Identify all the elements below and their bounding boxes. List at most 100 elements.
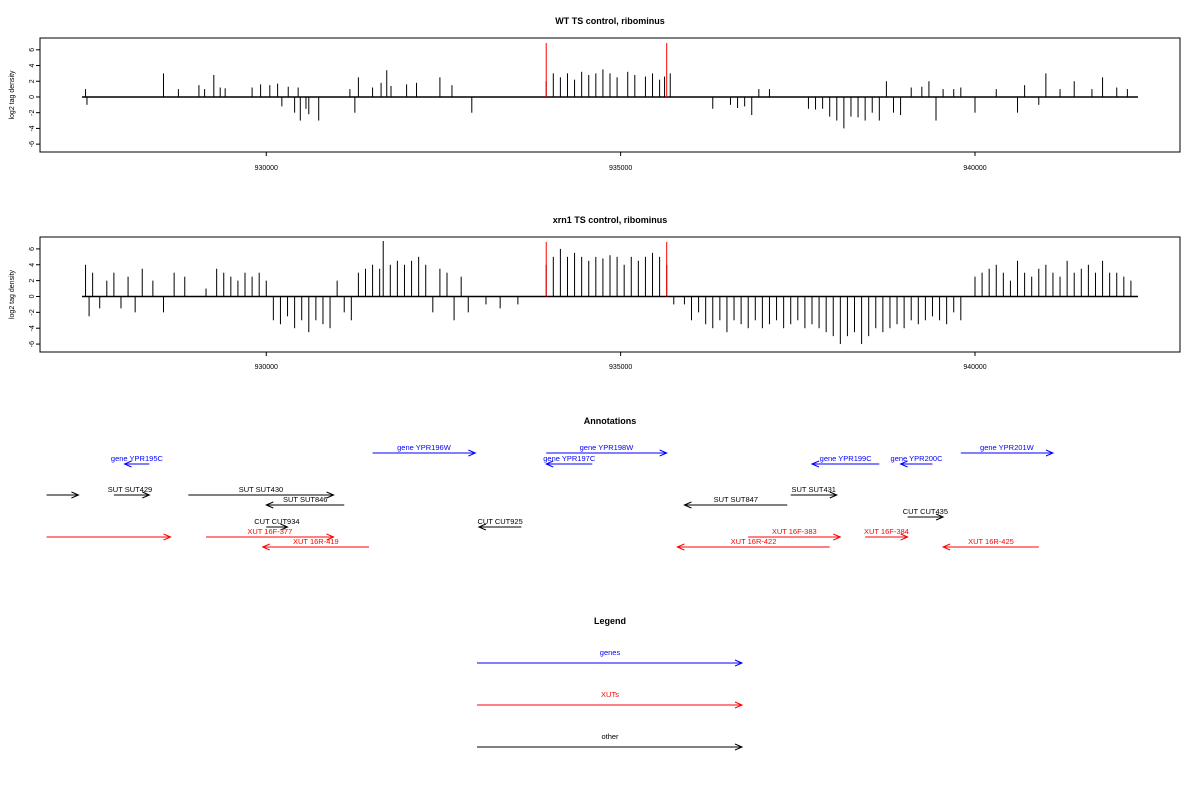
annotation-feature: XUT 16F-384 [864, 527, 909, 541]
y-tick-label: 0 [29, 294, 36, 298]
legend-label: genes [600, 648, 621, 657]
x-tick-label: 935000 [609, 364, 632, 371]
annotation-feature: XUT 16R-419 [261, 537, 370, 551]
annotation-label: gene YPR199C [820, 454, 873, 463]
y-axis-label: log2 tag density [9, 70, 16, 120]
annotation-feature: gene YPR199C [810, 454, 880, 468]
annotation-feature: gene YPR196W [372, 443, 477, 457]
annotation-feature: gene YPR195C [111, 454, 164, 468]
annotation-feature [46, 491, 80, 499]
feature-arrow-head [163, 533, 172, 541]
feature-arrow-head [326, 533, 335, 541]
feature-arrow-head [659, 449, 668, 457]
annotation-feature: XUT 16F-383 [748, 527, 842, 541]
annotation-feature: gene YPR201W [960, 443, 1055, 457]
legend-item-other: other [477, 732, 744, 751]
legend-title: Legend [594, 616, 626, 626]
annotation-feature: SUT SUT431 [790, 485, 839, 499]
y-tick-label: 4 [29, 63, 36, 67]
annotation-label: SUT SUT429 [108, 485, 152, 494]
annotation-feature: CUT CUT435 [903, 507, 948, 521]
annotation-label: SUT SUT847 [714, 495, 758, 504]
annotation-feature: SUT SUT846 [264, 495, 345, 509]
annotation-label: CUT CUT435 [903, 507, 948, 516]
annotation-label: gene YPR198W [580, 443, 635, 452]
annotation-label: XUT 16R-419 [293, 537, 339, 546]
annotation-label: CUT CUT925 [477, 517, 522, 526]
y-tick-label: -4 [29, 125, 36, 131]
feature-arrow-head [734, 659, 744, 667]
x-tick-label: 930000 [255, 165, 278, 172]
x-tick-label: 940000 [963, 165, 986, 172]
annotation-feature: XUT 16R-425 [941, 537, 1039, 551]
feature-arrow-head [1045, 449, 1055, 457]
annotation-label: XUT 16F-384 [864, 527, 909, 536]
annotation-label: gene YPR200C [891, 454, 944, 463]
feature-arrow-head [326, 491, 335, 499]
annotation-label: gene YPR196W [397, 443, 452, 452]
annotation-label: XUT 16R-422 [731, 537, 777, 546]
feature-arrow-head [683, 501, 692, 509]
feature-arrow-head [900, 533, 909, 541]
annotation-feature: CUT CUT934 [254, 517, 300, 531]
feature-arrow-head [899, 460, 908, 468]
feature-arrow-head [935, 513, 945, 521]
annotation-label: SUT SUT846 [283, 495, 327, 504]
feature-arrow-head [833, 533, 842, 541]
feature-arrow-head [264, 501, 274, 509]
y-tick-label: -6 [29, 141, 36, 147]
wt-density-panel: WT TS control, ribominus -6 -4 -2 0 2 4 6 log2 t… [9, 16, 1181, 172]
annotation-label: XUT 16R-425 [968, 537, 1014, 546]
y-tick-label: -2 [29, 109, 36, 115]
annotation-feature: XUT 16R-422 [676, 537, 830, 551]
annotation-feature: XUT 16F-377 [206, 527, 335, 541]
annotation-label: gene YPR197C [543, 454, 596, 463]
annotation-feature: gene YPR200C [891, 454, 944, 468]
annotation-label: CUT CUT934 [254, 517, 299, 526]
x-tick-label: 940000 [963, 364, 986, 371]
y-tick-label: -2 [29, 309, 36, 315]
feature-arrow-head [810, 460, 820, 468]
feature-arrow-head [734, 701, 744, 709]
annotation-label: XUT 16F-377 [247, 527, 292, 536]
feature-arrow-head [71, 491, 80, 499]
y-tick-label: 0 [29, 95, 36, 99]
y-tick-label: 4 [29, 263, 36, 267]
feature-arrow-head [676, 543, 685, 551]
x-tick-label: 930000 [255, 364, 278, 371]
annotation-label: gene YPR201W [980, 443, 1035, 452]
annotation-label: XUT 16F-383 [772, 527, 817, 536]
annotation-feature: SUT SUT430 [188, 485, 335, 499]
annotation-feature: SUT SUT429 [108, 485, 152, 499]
annotations-panel: Annotations gene YPR195C gene YPR196W gene… [46, 416, 1055, 551]
annotation-label: gene YPR195C [111, 454, 164, 463]
feature-arrow-head [280, 523, 289, 531]
feature-arrow-head [261, 543, 270, 551]
y-tick-label: 6 [29, 247, 36, 251]
legend-items: genes XUTs other [477, 648, 744, 751]
chart-title: xrn1 TS control, ribominus [553, 215, 668, 225]
y-tick-label: 2 [29, 279, 36, 283]
annotation-feature: gene YPR197C [543, 454, 596, 468]
y-tick-label: 2 [29, 79, 36, 83]
annotation-label: SUT SUT431 [792, 485, 836, 494]
annotation-feature: gene YPR198W [546, 443, 668, 457]
annotation-label: SUT SUT430 [239, 485, 283, 494]
annotation-feature: CUT CUT925 [477, 517, 523, 531]
y-tick-label: -6 [29, 341, 36, 347]
feature-arrow-head [734, 743, 744, 751]
plot-frame [39, 37, 1181, 153]
feature-arrow-head [544, 460, 554, 468]
xrn1-density-panel: xrn1 TS control, ribominus -6 -4 -2 0 2 4 6 log2… [9, 215, 1181, 371]
annotation-feature [46, 533, 172, 541]
feature-arrow-head [477, 523, 487, 531]
feature-arrow-head [123, 460, 132, 468]
annotations-title: Annotations [584, 416, 637, 426]
y-tick-label: -4 [29, 325, 36, 331]
legend-label: XUTs [601, 690, 619, 699]
annotation-feature: SUT SUT847 [683, 495, 788, 509]
legend-label: other [601, 732, 619, 741]
feature-arrow-head [941, 543, 951, 551]
chart-title: WT TS control, ribominus [555, 16, 665, 26]
